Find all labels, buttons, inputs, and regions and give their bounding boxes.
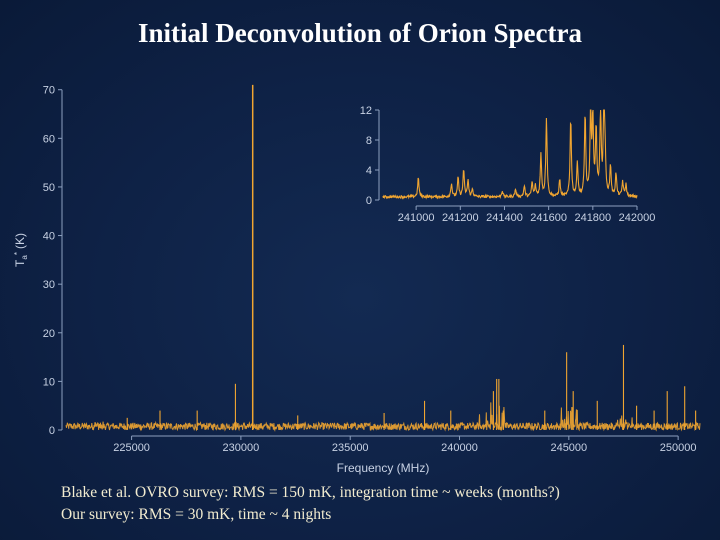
inset-axes: 0 4 8 12 241000 241200 241400 241600 241800 24200… <box>360 105 656 224</box>
y-axis-label-sub: a <box>20 255 29 260</box>
main-y-tick-label: 50 <box>43 182 55 194</box>
main-y-tick-label: 70 <box>43 85 55 97</box>
inset-trace <box>382 109 638 200</box>
main-y-tick-label: 20 <box>43 328 55 340</box>
inset-x-tick-label: 241600 <box>530 212 567 224</box>
inset-x-tick-label: 242000 <box>619 212 656 224</box>
inset-y-tick-label: 8 <box>366 135 372 147</box>
y-axis-label-sup: * <box>13 252 22 255</box>
inset-x-tick-label: 241400 <box>486 212 523 224</box>
inset-y-tick-label: 12 <box>360 105 372 117</box>
caption-blake-survey: Blake et al. OVRO survey: RMS = 150 mK, … <box>61 484 560 501</box>
inset-x-tick-label: 241800 <box>574 212 611 224</box>
main-noise-trace <box>65 402 701 432</box>
x-axis-label: Frequency (MHz) <box>337 461 430 475</box>
main-x-tick-label: 245000 <box>550 442 587 454</box>
y-axis-label: Ta* (K) <box>13 233 29 267</box>
main-x-tick-label: 240000 <box>441 442 478 454</box>
main-x-tick-label: 250000 <box>660 442 697 454</box>
main-y-tick-label: 60 <box>43 133 55 145</box>
main-x-tick-label: 225000 <box>113 442 150 454</box>
inset-y-tick-label: 4 <box>366 165 372 177</box>
main-x-tick-label: 235000 <box>332 442 369 454</box>
caption-our-survey: Our survey: RMS = 30 mK, time ~ 4 nights <box>61 506 332 523</box>
y-axis-label-unit: (K) <box>13 233 27 249</box>
inset-x-tick-label: 241000 <box>398 212 435 224</box>
slide-title: Initial Deconvolution of Orion Spectra <box>138 18 582 48</box>
inset-x-tick-label: 241200 <box>442 212 479 224</box>
main-y-tick-label: 30 <box>43 279 55 291</box>
main-trace <box>65 84 701 432</box>
main-y-tick-label: 10 <box>43 376 55 388</box>
svg-text:Ta*(K): Ta* (K) <box>13 233 29 267</box>
inset-spectrum-trace <box>382 109 638 200</box>
y-axis-label-main: T <box>13 259 27 267</box>
main-x-tick-label: 230000 <box>223 442 260 454</box>
main-y-tick-label: 40 <box>43 231 55 243</box>
inset-y-tick-label: 0 <box>366 195 372 207</box>
main-y-tick-label: 0 <box>49 425 55 437</box>
